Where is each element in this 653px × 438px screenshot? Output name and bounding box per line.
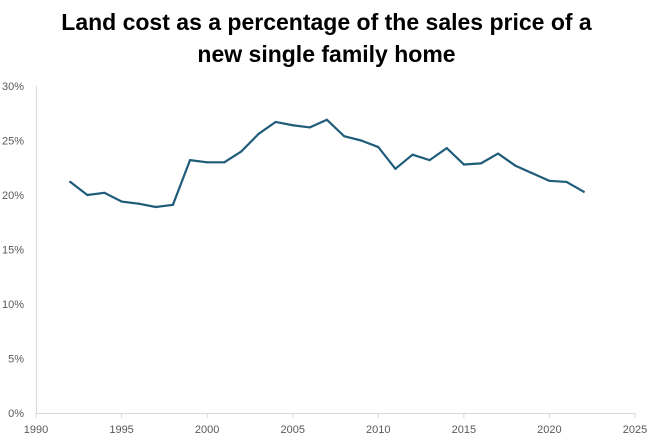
data-point	[188, 159, 192, 162]
y-tick-label: 10%	[2, 299, 24, 311]
data-point	[411, 153, 414, 156]
data-point	[206, 161, 209, 164]
x-tick-label: 1995	[109, 424, 133, 436]
data-point	[291, 124, 294, 127]
x-tick-label: 2000	[195, 424, 219, 436]
x-axis-ticks: 1990 1995 2000 2005 2010 2015 2020 2025	[24, 413, 647, 436]
data-point	[462, 163, 465, 166]
data-point	[171, 203, 175, 206]
y-tick-label: 5%	[8, 354, 24, 366]
data-point	[69, 180, 72, 184]
chart-title-line-2: new single family home	[197, 41, 456, 67]
data-point	[342, 135, 346, 138]
data-point	[531, 172, 534, 175]
data-point	[360, 139, 363, 142]
y-tick-label: 15%	[2, 245, 24, 257]
data-point	[428, 159, 431, 162]
x-tick-label: 2015	[452, 424, 476, 436]
x-tick-label: 2020	[537, 424, 561, 436]
y-tick-label: 0%	[8, 408, 24, 420]
chart-title: Land cost as a percentage of the sales p…	[0, 6, 653, 70]
data-point	[274, 120, 277, 124]
data-point	[86, 193, 89, 197]
data-point	[377, 145, 380, 149]
data-point	[496, 152, 500, 155]
data-point	[445, 147, 448, 150]
y-tick-label: 30%	[2, 81, 24, 93]
data-point	[103, 191, 106, 194]
y-axis-ticks: 0% 5% 10% 15% 20% 25% 30%	[2, 81, 24, 420]
data-point	[548, 179, 551, 182]
data-point	[325, 118, 329, 121]
y-tick-label: 25%	[2, 136, 24, 148]
x-tick-label: 2025	[623, 424, 647, 436]
data-point	[120, 200, 123, 203]
x-tick-label: 2005	[280, 424, 304, 436]
data-point	[240, 150, 243, 153]
data-point	[514, 164, 517, 167]
data-point	[582, 190, 585, 193]
x-tick-label: 1990	[24, 424, 48, 436]
data-point	[479, 162, 483, 165]
series-line	[69, 118, 585, 209]
chart-title-line-1: Land cost as a percentage of the sales p…	[61, 9, 592, 35]
data-point	[137, 202, 140, 205]
data-point	[308, 126, 311, 129]
y-tick-label: 20%	[2, 190, 24, 202]
data-point	[394, 167, 397, 170]
data-point	[223, 161, 226, 164]
x-tick-label: 2010	[366, 424, 390, 436]
series-group	[69, 118, 585, 209]
data-point	[257, 132, 260, 136]
data-point	[565, 180, 568, 184]
data-point	[154, 205, 157, 209]
